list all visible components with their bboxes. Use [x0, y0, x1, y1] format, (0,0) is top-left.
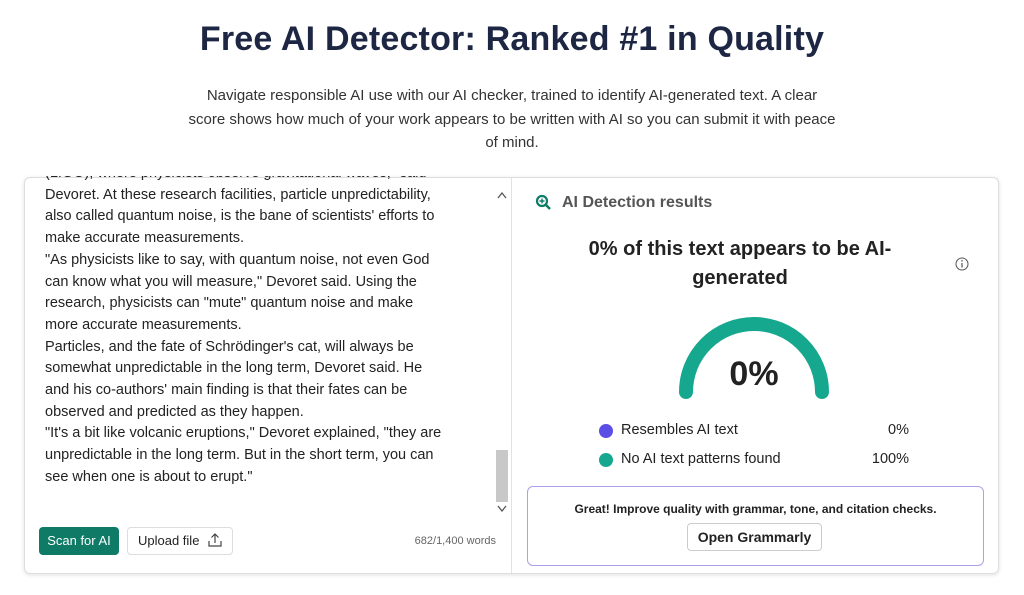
- search-icon: [535, 194, 551, 210]
- editor-line: can know what you will measure," Devoret…: [45, 273, 417, 290]
- editor-line: make accurate measurements.: [45, 230, 245, 247]
- legend-dot: [599, 424, 613, 438]
- editor-line: somewhat unpredictable in the long term,…: [45, 360, 423, 377]
- gauge-arc: [679, 317, 829, 399]
- page-title: Free AI Detector: Ranked #1 in Quality: [199, 20, 825, 58]
- legend-value: 0%: [888, 422, 909, 438]
- editor-line: and his co-authors' main finding is that…: [45, 382, 408, 399]
- subtitle-line: of mind.: [485, 134, 539, 151]
- summary-line: generated: [692, 267, 788, 289]
- open-grammarly-button[interactable]: Open Grammarly: [687, 523, 822, 551]
- legend-label: Resembles AI text: [621, 422, 738, 438]
- editor-line: research, physicists can "mute" quantum …: [45, 295, 414, 312]
- scan-button[interactable]: Scan for AI: [39, 527, 119, 555]
- editor-line: observed and predicted as they happen.: [45, 403, 304, 420]
- detector-card: [24, 177, 999, 574]
- word-count: 682/1,400 words: [414, 535, 496, 547]
- editor-line: see when one is about to erupt.": [45, 468, 253, 485]
- legend-label: No AI text patterns found: [621, 451, 781, 467]
- divider: [511, 178, 512, 573]
- info-icon[interactable]: [954, 256, 970, 272]
- promo-box: [527, 486, 984, 566]
- promo-text: Great! Improve quality with grammar, ton…: [574, 502, 937, 516]
- editor-line: Particles, and the fate of Schrödinger's…: [45, 338, 414, 355]
- editor-line: also called quantum noise, is the bane o…: [45, 208, 435, 225]
- subtitle-line: Navigate responsible AI use with our AI …: [206, 87, 818, 104]
- scrollbar[interactable]: [494, 186, 510, 518]
- summary-line: 0% of this text appears to be AI-: [588, 238, 892, 260]
- legend-value: 100%: [871, 451, 909, 467]
- editor-line: "It's a bit like volcanic eruptions," De…: [45, 425, 442, 442]
- editor-line: more accurate measurements.: [45, 316, 242, 333]
- upload-button[interactable]: Upload file: [127, 527, 233, 555]
- gauge: [679, 317, 829, 399]
- subtitle-line: score shows how much of your work appear…: [188, 111, 836, 128]
- upload-label: Upload file: [138, 533, 200, 548]
- legend-dot: [599, 453, 613, 467]
- gauge-label: 0%: [729, 355, 779, 393]
- upload-icon: [208, 533, 222, 547]
- results-heading: AI Detection results: [562, 194, 713, 211]
- editor-line: "As physicists like to say, with quantum…: [45, 251, 430, 268]
- editor-line: Devoret. At these research facilities, p…: [45, 186, 431, 203]
- editor-line: unpredictable in the long term. But in t…: [45, 447, 434, 464]
- scroll-thumb[interactable]: [496, 450, 508, 502]
- text-editor[interactable]: (LIGO), where physicists observe gravita…: [45, 176, 495, 504]
- editor-line: (LIGO), where physicists observe gravita…: [45, 176, 495, 185]
